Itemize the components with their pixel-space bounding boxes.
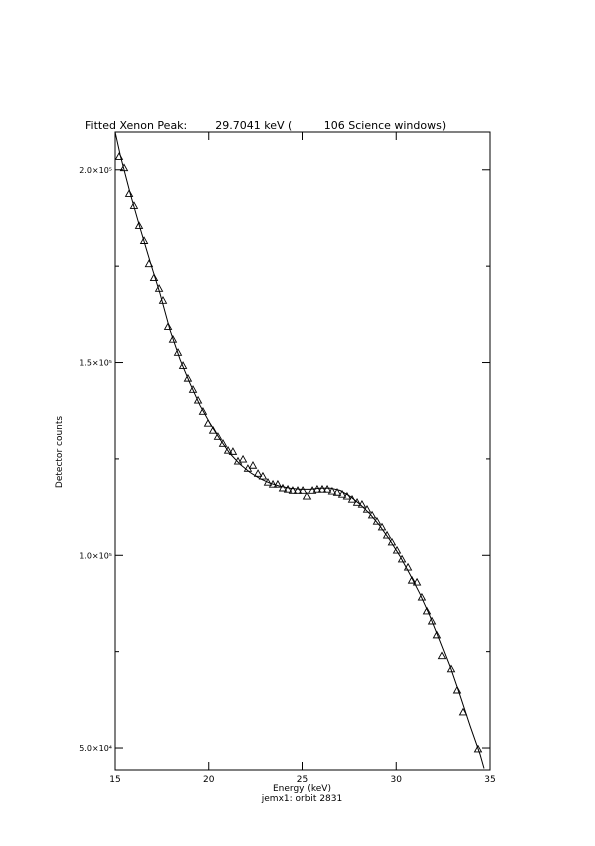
data-point	[317, 484, 327, 493]
x-tick-label: 35	[484, 775, 495, 785]
data-point	[173, 348, 183, 356]
data-point	[302, 491, 312, 500]
data-point	[263, 477, 273, 486]
data-point	[458, 707, 468, 716]
data-point	[218, 439, 228, 447]
data-point	[158, 296, 168, 304]
data-point	[208, 425, 218, 434]
data-point	[427, 616, 437, 625]
data-point	[198, 407, 208, 415]
data-point	[258, 471, 268, 480]
data-point	[178, 361, 188, 369]
y-tick-label: 5.0×10⁴	[79, 744, 112, 753]
data-point	[473, 744, 483, 753]
data-point	[422, 606, 432, 615]
fit-line	[115, 132, 485, 769]
data-point	[253, 469, 263, 477]
data-point	[397, 554, 407, 563]
data-point	[183, 373, 193, 382]
data-point	[293, 486, 303, 494]
data-point	[203, 419, 213, 427]
data-point	[139, 236, 149, 244]
data-point	[452, 685, 462, 694]
data-point	[288, 486, 298, 494]
data-point	[298, 486, 308, 494]
data-point	[382, 530, 392, 539]
data-point	[124, 189, 134, 197]
data-point	[238, 454, 248, 463]
data-point	[188, 385, 198, 393]
plot-frame	[114, 131, 491, 771]
x-tick-label: 15	[109, 775, 120, 785]
data-point	[446, 664, 456, 673]
y-tick-label: 2.0×10⁵	[79, 166, 112, 175]
data-point	[283, 484, 293, 493]
data-point	[273, 479, 283, 488]
data-point	[417, 592, 427, 601]
data-point	[134, 221, 144, 229]
data-point	[437, 651, 447, 660]
x-tick-label: 25	[297, 775, 308, 785]
data-point	[213, 432, 223, 440]
data-point	[337, 489, 347, 498]
data-point	[163, 322, 173, 330]
data-point	[412, 577, 422, 586]
data-point	[352, 498, 362, 506]
data-point	[387, 537, 397, 546]
data-point	[332, 488, 342, 496]
data-point	[407, 575, 417, 584]
x-axis-label: Energy (keV)	[273, 784, 331, 794]
data-point	[327, 486, 337, 495]
y-tick-label: 1.0×10⁵	[79, 551, 112, 560]
chart-subtitle: jemx1: orbit 2831	[261, 794, 342, 804]
y-tick-label: 1.5×10⁵	[79, 359, 112, 368]
x-tick-label: 30	[391, 775, 403, 785]
data-point	[278, 483, 288, 492]
chart-title: Fitted Xenon Peak: 29.7041 keV ( 106 Sci…	[85, 119, 446, 132]
data-point	[228, 447, 238, 455]
data-point	[307, 486, 317, 494]
data-point	[168, 334, 178, 343]
x-tick-label: 20	[203, 775, 215, 785]
data-point	[248, 461, 258, 469]
data-point	[193, 395, 203, 404]
data-point	[392, 545, 402, 554]
y-axis-label: Detector counts	[55, 416, 65, 488]
data-point	[432, 630, 442, 639]
data-point	[149, 273, 159, 281]
data-point	[223, 445, 233, 454]
data-point	[322, 484, 332, 493]
